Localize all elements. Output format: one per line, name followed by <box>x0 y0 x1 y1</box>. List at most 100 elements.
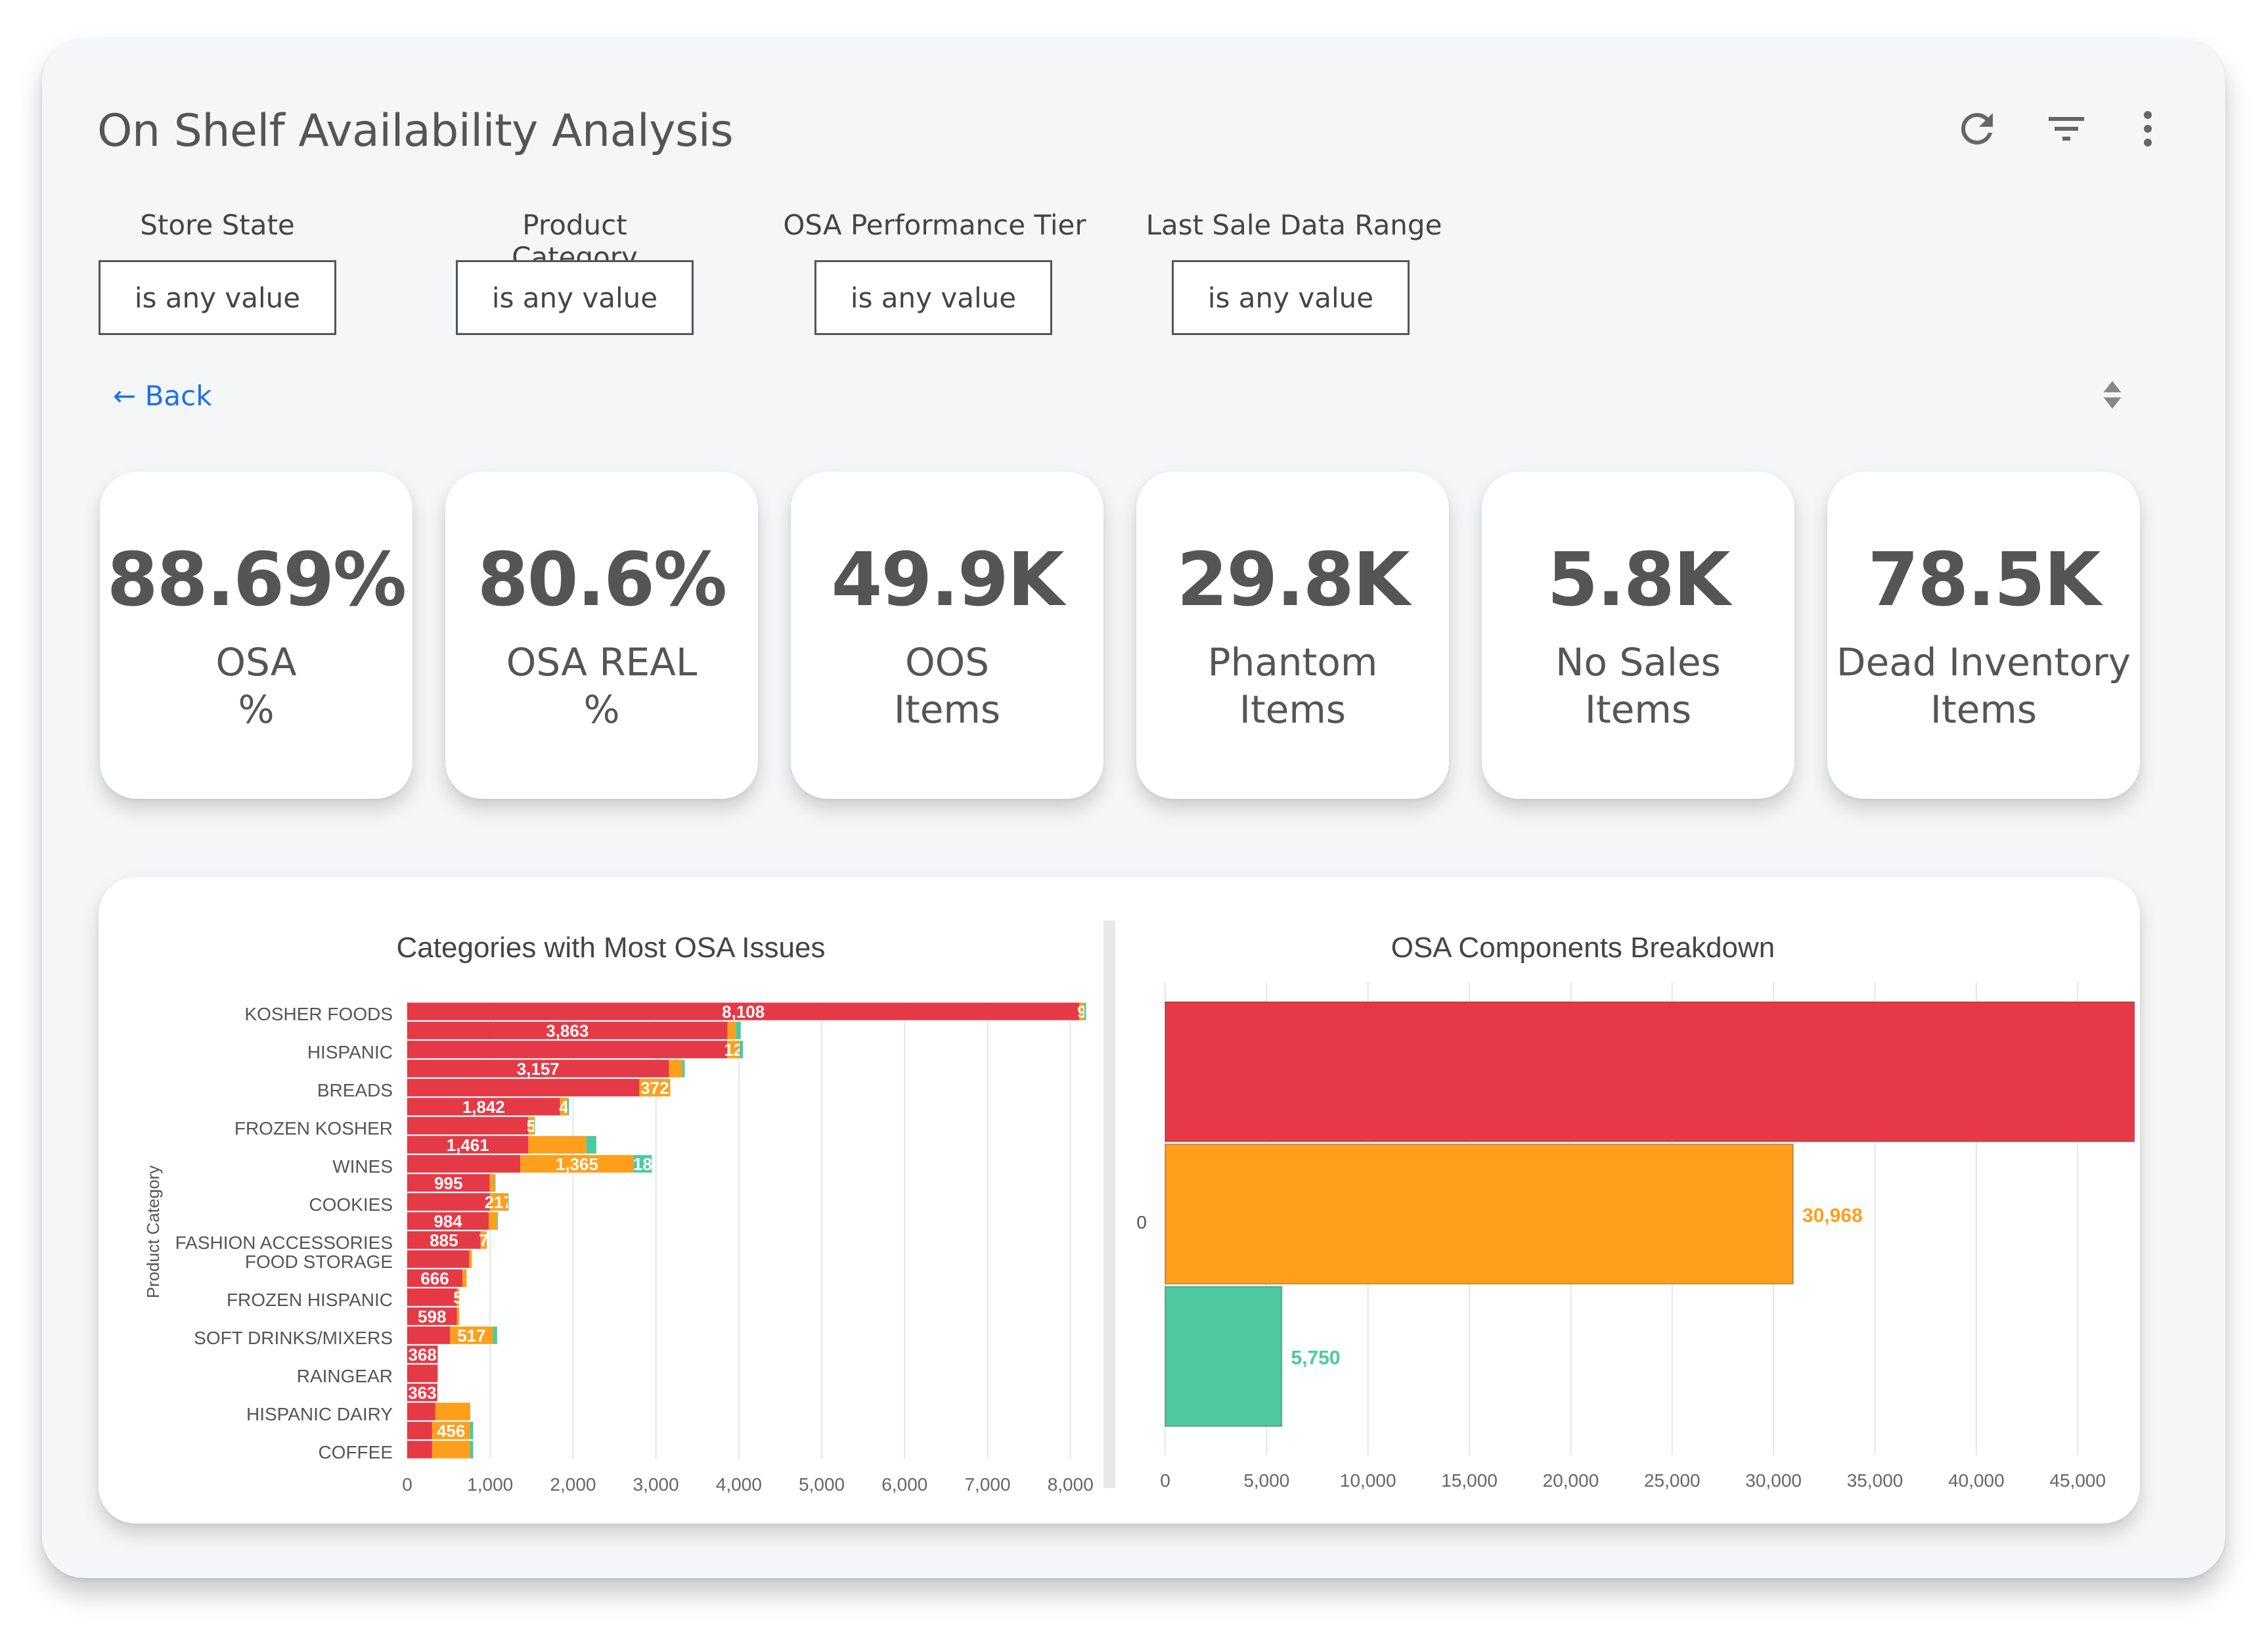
chart-title: OSA Components Breakdown <box>1391 932 1775 964</box>
x-tick-label: 25,000 <box>1644 1470 1701 1491</box>
bar-segment <box>489 1212 497 1230</box>
category-label: COFFEE <box>318 1442 393 1462</box>
kpi-card-no-sales-items[interactable]: 5.8K No Sales Items <box>1482 472 1794 799</box>
chart-divider <box>1103 920 1115 1488</box>
category-label: WINES <box>332 1156 393 1177</box>
bar-segment <box>470 1441 474 1458</box>
category-label: FROZEN KOSHER <box>234 1118 393 1139</box>
data-label: 217 <box>485 1192 513 1212</box>
kpi-card-osa[interactable]: 88.69% OSA% <box>100 472 412 799</box>
data-label: 1,842 <box>462 1097 505 1117</box>
kpi-value: 78.5K <box>1867 537 2101 623</box>
category-label: RAINGEAR <box>297 1366 393 1386</box>
bar-segment <box>470 1422 474 1439</box>
category-tick-label: 0 <box>1136 1212 1147 1232</box>
bar-segment <box>407 1422 432 1439</box>
bar-segment <box>560 1098 567 1116</box>
data-label: 517 <box>457 1326 485 1345</box>
sort-toggle-icon[interactable] <box>2099 378 2125 411</box>
bar-segment <box>407 1403 435 1420</box>
kpi-card-phantom-items[interactable]: 29.8K Phantom Items <box>1136 472 1449 799</box>
category-label: KOSHER FOODS <box>244 1004 393 1024</box>
data-label: 885 <box>430 1231 458 1250</box>
filter-icon[interactable] <box>2043 105 2090 152</box>
category-label: SOFT DRINKS/MIXERS <box>194 1328 393 1348</box>
back-label: Back <box>145 380 212 412</box>
bar-segment <box>407 1231 481 1249</box>
x-tick-label: 2,000 <box>550 1474 596 1495</box>
filter-product-category[interactable]: is any value <box>456 260 694 335</box>
category-label: HISPANIC DAIRY <box>246 1404 393 1424</box>
component-bar <box>1165 1143 1794 1285</box>
bar-segment <box>450 1326 493 1344</box>
data-label: 3,863 <box>546 1021 589 1041</box>
back-link[interactable]: ← Back <box>113 380 212 412</box>
bar-segment <box>528 1136 587 1154</box>
kpi-value: 29.8K <box>1176 537 1410 623</box>
kpi-label: OSA% <box>215 640 297 732</box>
x-tick-label: 20,000 <box>1543 1470 1599 1491</box>
bar-segment <box>456 1307 460 1325</box>
kpi-card-dead-inventory-items[interactable]: 78.5K Dead Inventory Items <box>1827 472 2140 799</box>
bar-segment <box>407 1326 451 1344</box>
data-label: 8,108 <box>722 1002 765 1022</box>
bar-segment <box>727 1041 740 1058</box>
x-tick-label: 3,000 <box>633 1474 679 1495</box>
x-tick-label: 7,000 <box>964 1474 1010 1495</box>
data-label: 363 <box>408 1383 436 1403</box>
filter-last-sale-data-range[interactable]: is any value <box>1172 260 1410 335</box>
components-chart: OSA Components Breakdown 0 5,000 10,000 15,0… <box>1136 932 2135 1491</box>
page-title: On Shelf Availability Analysis <box>97 105 734 157</box>
bar-segment <box>407 1041 728 1058</box>
x-tick-label: 5,000 <box>799 1474 845 1495</box>
bar-segment <box>1084 1003 1086 1020</box>
bar-segment <box>633 1155 652 1173</box>
bar-segment <box>534 1117 535 1135</box>
bar-segment <box>432 1422 470 1439</box>
y-axis-label: Product Category <box>143 1165 163 1298</box>
categories-chart: Categories with Most OSA Issues 0 1,000 2,0… <box>143 932 1094 1495</box>
refresh-icon[interactable] <box>1953 105 2001 152</box>
data-label: 372 <box>640 1078 669 1098</box>
bar-segment <box>407 1269 463 1287</box>
kpi-card-osa-real[interactable]: 80.6% OSA REAL% <box>445 472 758 799</box>
data-label: 368 <box>409 1345 437 1365</box>
bar-segment <box>407 1174 490 1192</box>
bar-segment <box>407 1136 529 1154</box>
data-label: 984 <box>434 1211 462 1231</box>
bar-segment <box>407 1060 669 1077</box>
kpi-card-oos-items[interactable]: 49.9K OOS Items <box>791 472 1103 799</box>
bar-segment <box>407 1441 432 1458</box>
data-label: 3,157 <box>517 1059 560 1079</box>
filter-osa-performance-tier[interactable]: is any value <box>814 260 1052 335</box>
data-label: 4 <box>559 1097 569 1117</box>
bar-segment <box>407 1079 640 1096</box>
bar-segment <box>407 1193 490 1211</box>
category-label: FROZEN HISPANIC <box>227 1290 393 1310</box>
bar-segment <box>407 1212 489 1230</box>
more-vert-icon[interactable] <box>2124 105 2171 152</box>
bar-segment <box>407 1022 728 1039</box>
data-label: 456 <box>437 1421 465 1441</box>
bar-segment <box>462 1269 467 1287</box>
bar-segment <box>469 1250 472 1268</box>
bar-segment <box>669 1060 682 1077</box>
bar-segment <box>567 1098 569 1116</box>
bar-segment <box>682 1060 685 1077</box>
bar-segment <box>407 1117 529 1135</box>
x-tick-label: 30,000 <box>1745 1470 1802 1491</box>
data-label: 9 <box>1077 1002 1086 1022</box>
filter-store-state[interactable]: is any value <box>99 260 336 335</box>
chart-title: Categories with Most OSA Issues <box>397 932 826 964</box>
data-label: 598 <box>418 1307 446 1326</box>
bar-segment <box>480 1231 487 1249</box>
category-label: FOOD STORAGE <box>245 1252 393 1272</box>
x-tick-label: 0 <box>402 1474 412 1495</box>
bar-segment <box>639 1079 671 1096</box>
data-label: 5 <box>527 1116 536 1136</box>
kpi-label: No Sales Items <box>1555 640 1721 732</box>
bar-segment <box>489 1174 495 1192</box>
bar-segment <box>407 1365 438 1382</box>
kpi-label: Dead Inventory Items <box>1836 640 2131 732</box>
bar-segment <box>586 1136 596 1154</box>
